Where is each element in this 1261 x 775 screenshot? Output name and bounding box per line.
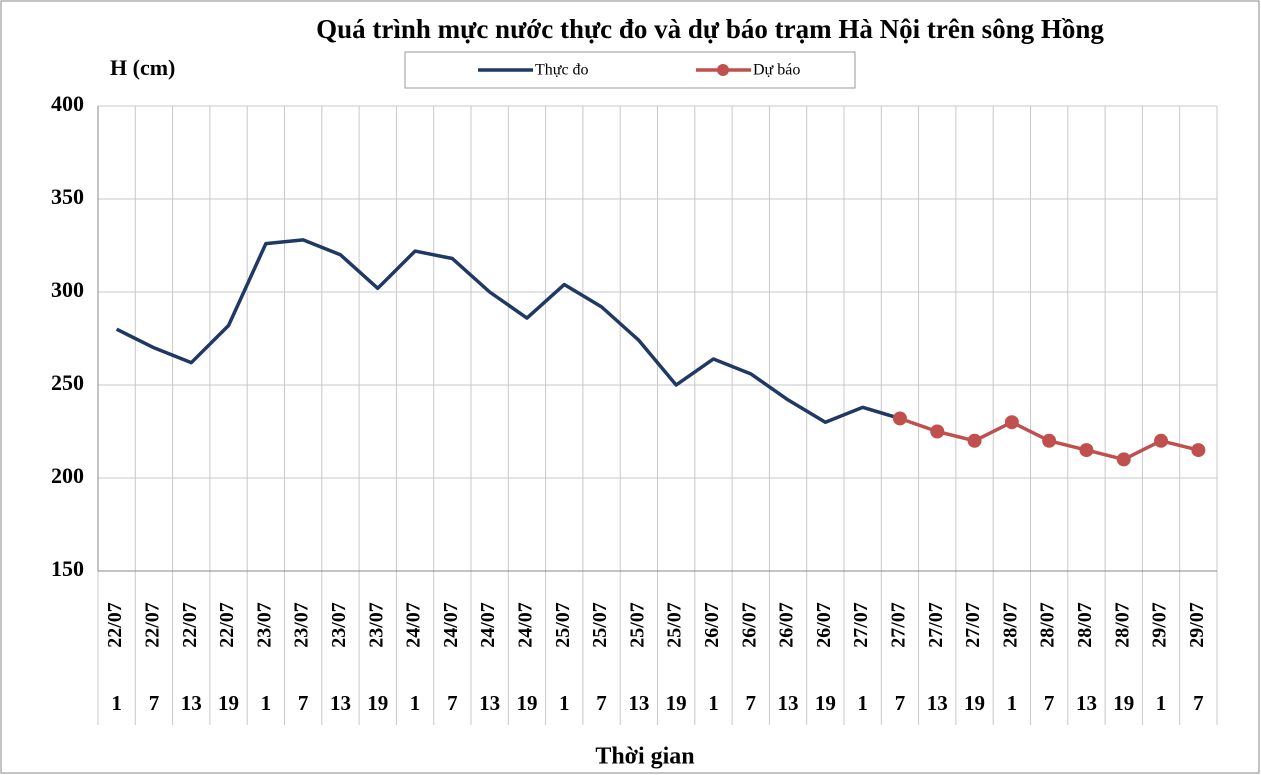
series-marker: [1191, 443, 1206, 458]
x-hour-label: 19: [815, 691, 836, 715]
y-tick-label: 300: [51, 277, 84, 302]
x-hour-label: 1: [261, 691, 272, 715]
x-date-label: 26/07: [813, 602, 835, 648]
x-date-label: 27/07: [962, 602, 984, 648]
x-date-label: 22/07: [104, 602, 126, 648]
x-date-label: 25/07: [552, 602, 574, 648]
x-date-label: 26/07: [738, 602, 760, 648]
x-hour-label: 19: [218, 691, 239, 715]
x-hour-label: 7: [298, 691, 309, 715]
chart-title: Quá trình mực nước thực đo và dự báo trạ…: [316, 14, 1104, 44]
y-tick-label: 150: [51, 556, 84, 581]
x-date-label: 23/07: [291, 602, 313, 648]
legend-marker: [717, 64, 729, 76]
legend-label: Thực đo: [535, 62, 589, 79]
x-hour-label: 1: [857, 691, 868, 715]
x-hour-label: 1: [1007, 691, 1018, 715]
legend-label: Dự báo: [753, 62, 800, 79]
x-hour-label: 13: [181, 691, 202, 715]
x-date-label: 24/07: [477, 602, 499, 648]
x-date-label: 23/07: [328, 602, 350, 648]
x-hour-label: 19: [516, 691, 537, 715]
x-hour-label: 19: [367, 691, 388, 715]
x-date-label: 23/07: [253, 602, 275, 648]
x-date-label: 28/07: [1037, 602, 1059, 648]
x-date-label: 29/07: [1186, 602, 1208, 648]
x-hour-label: 13: [778, 691, 799, 715]
x-date-label: 23/07: [365, 602, 387, 648]
x-date-label: 28/07: [1074, 602, 1096, 648]
series-marker: [967, 433, 982, 448]
y-axis-title: H (cm): [110, 55, 175, 80]
x-hour-label: 7: [1044, 691, 1055, 715]
x-date-label: 27/07: [925, 602, 947, 648]
x-hour-label: 19: [1113, 691, 1134, 715]
x-date-label: 24/07: [403, 602, 425, 648]
x-hour-label: 7: [746, 691, 757, 715]
x-hour-label: 1: [1156, 691, 1167, 715]
x-date-label: 22/07: [142, 602, 164, 648]
series-marker: [1154, 433, 1169, 448]
x-hour-label: 13: [927, 691, 948, 715]
x-hour-label: 7: [149, 691, 160, 715]
series-line: [115, 238, 901, 424]
x-hour-label: 13: [330, 691, 351, 715]
x-hour-label: 7: [895, 691, 906, 715]
series-marker: [1116, 452, 1131, 467]
y-tick-label: 200: [51, 463, 84, 488]
y-tick-label: 400: [51, 91, 84, 116]
x-date-label: 25/07: [589, 602, 611, 648]
x-axis-title: Thời gian: [595, 744, 694, 770]
x-hour-label: 13: [628, 691, 649, 715]
x-hour-label: 19: [964, 691, 985, 715]
x-date-label: 29/07: [1149, 602, 1171, 648]
y-tick-label: 350: [51, 184, 84, 209]
x-hour-label: 13: [1076, 691, 1097, 715]
x-date-label: 26/07: [701, 602, 723, 648]
x-date-label: 25/07: [626, 602, 648, 648]
x-date-label: 24/07: [440, 602, 462, 648]
x-hour-label: 1: [410, 691, 421, 715]
series-marker: [892, 411, 907, 426]
series-marker: [1004, 415, 1019, 430]
x-date-label: 26/07: [776, 602, 798, 648]
x-hour-label: 7: [1193, 691, 1204, 715]
y-tick-label: 250: [51, 370, 84, 395]
x-hour-label: 7: [447, 691, 458, 715]
x-date-label: 22/07: [216, 602, 238, 648]
x-date-label: 28/07: [1111, 602, 1133, 648]
x-hour-label: 19: [666, 691, 687, 715]
x-hour-label: 1: [559, 691, 570, 715]
series-marker: [1042, 433, 1057, 448]
x-date-label: 25/07: [664, 602, 686, 648]
x-hour-label: 1: [708, 691, 719, 715]
x-hour-label: 7: [596, 691, 607, 715]
x-date-label: 22/07: [179, 602, 201, 648]
series-marker: [1079, 443, 1094, 458]
x-date-label: 28/07: [999, 602, 1021, 648]
series-marker: [930, 424, 945, 439]
x-date-label: 27/07: [850, 602, 872, 648]
x-hour-label: 1: [111, 691, 122, 715]
x-date-label: 27/07: [888, 602, 910, 648]
x-date-label: 24/07: [515, 602, 537, 648]
x-hour-label: 13: [479, 691, 500, 715]
